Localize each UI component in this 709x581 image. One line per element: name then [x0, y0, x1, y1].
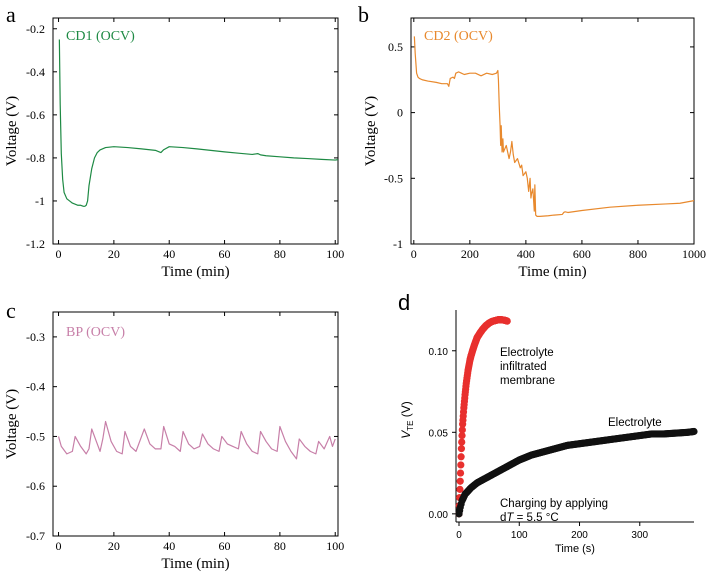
panel-a: a 0 20 40 60 80 100 -0.2 -0.4 -0.6 -0.8 -1 -1.2 Time … — [4, 2, 344, 280]
x-tick-label: 20 — [108, 247, 120, 261]
x-tick-label: 300 — [631, 530, 648, 541]
y-tick-label: -1 — [393, 237, 403, 251]
y-tick-label: -0.6 — [26, 479, 45, 493]
series-membrane — [455, 316, 511, 518]
panel-b: b 0 200 400 600 800 1000 0.5 0 -0.5 -1 Time (min) Vo… — [358, 2, 706, 280]
y-tick-label: -0.4 — [26, 65, 45, 79]
y-axis-label-main: V — [399, 430, 413, 439]
data-line — [413, 36, 695, 218]
data-line — [57, 420, 336, 460]
x-tick-label: 60 — [219, 247, 231, 261]
panel-letter: c — [6, 298, 16, 323]
x-axis-label: Time (min) — [518, 264, 586, 280]
annotation-part: d — [500, 512, 506, 524]
x-tick-label: 40 — [163, 247, 175, 261]
y-tick-label: 0.05 — [429, 428, 449, 439]
y-tick-label: 0 — [397, 106, 403, 120]
y-axis-label: Voltage (V) — [4, 389, 20, 459]
data-point — [458, 426, 466, 434]
data-point — [456, 477, 464, 485]
data-line — [58, 39, 339, 207]
x-tick-label: 800 — [629, 247, 647, 261]
x-tick-label: 100 — [326, 539, 344, 553]
y-tick-label: -0.4 — [26, 380, 45, 394]
data-point — [690, 427, 698, 436]
x-tick-label: 600 — [573, 247, 591, 261]
panel-letter: a — [6, 2, 16, 27]
x-axis-label: Time (min) — [161, 556, 229, 572]
y-tick-label: 0.10 — [429, 347, 449, 358]
data-point — [457, 445, 466, 453]
y-tick-label: 0.00 — [429, 510, 449, 521]
y-tick-label: -0.6 — [26, 108, 45, 122]
y-axis-label-unit: (V) — [399, 401, 413, 420]
data-point — [457, 453, 465, 461]
x-tick-label: 40 — [163, 539, 175, 553]
data-point — [503, 317, 511, 325]
series-label: CD2 (OCV) — [424, 29, 493, 44]
y-axis-label: Voltage (V) — [363, 96, 379, 166]
data-point — [457, 461, 465, 469]
series-label: CD1 (OCV) — [66, 29, 135, 44]
plot-frame — [52, 311, 339, 537]
x-tick-label: 0 — [411, 247, 417, 261]
y-tick-label: -0.5 — [26, 429, 45, 443]
x-tick-label: 0 — [56, 247, 62, 261]
y-axis-label: VTE (V) — [399, 401, 415, 439]
y-tick-label: 0.5 — [388, 40, 403, 54]
data-point — [456, 485, 464, 493]
panel-d: d 0 100 200 300 0.00 0.05 0.10 Time (s) VTE (V) El… — [398, 290, 698, 555]
x-tick-label: 80 — [274, 247, 286, 261]
y-tick-label: -1.2 — [26, 237, 45, 251]
panel-letter: d — [398, 290, 410, 315]
plot-frame — [52, 17, 339, 245]
series-electrolyte — [455, 427, 698, 518]
y-tick-label: -0.7 — [26, 529, 45, 543]
x-tick-label: 20 — [108, 539, 120, 553]
y-tick-label: -0.8 — [26, 151, 45, 165]
y-axis-label: Voltage (V) — [4, 96, 20, 166]
plot-frame — [410, 17, 695, 245]
annotation-part: = 5.5 °C — [513, 512, 558, 524]
x-tick-label: 200 — [571, 530, 588, 541]
annotation-charging-line: Charging by applying — [500, 498, 608, 510]
panel-letter: b — [358, 2, 369, 27]
x-axis-label: Time (min) — [161, 264, 229, 280]
data-point — [458, 431, 466, 440]
annotation-membrane-line: Electrolyte — [500, 347, 554, 359]
x-tick-label: 0 — [56, 539, 62, 553]
y-tick-label: -0.3 — [26, 330, 45, 344]
y-tick-label: -1 — [35, 194, 45, 208]
annotation-charging-line: dT = 5.5 °C — [500, 512, 559, 524]
annotation-membrane-line: infiltrated — [500, 361, 547, 373]
data-point — [458, 438, 466, 446]
x-tick-label: 100 — [326, 247, 344, 261]
annotation-membrane-line: membrane — [500, 375, 555, 387]
series-label: BP (OCV) — [66, 325, 125, 340]
x-tick-label: 0 — [456, 530, 462, 541]
panel-c: c 0 20 40 60 80 100 -0.3 -0.4 -0.5 -0.6 -0.7 Time (m… — [4, 298, 344, 572]
x-tick-label: 80 — [274, 539, 286, 553]
x-axis-label: Time (s) — [555, 543, 595, 555]
y-tick-label: -0.2 — [26, 22, 45, 36]
data-point — [456, 469, 465, 477]
y-tick-label: -0.5 — [384, 171, 403, 185]
x-tick-label: 60 — [219, 539, 231, 553]
annotation-electrolyte: Electrolyte — [608, 417, 662, 429]
y-axis-label-sub: TE — [406, 421, 415, 431]
x-tick-label: 1000 — [682, 247, 706, 261]
x-tick-label: 100 — [511, 530, 528, 541]
x-tick-label: 400 — [517, 247, 535, 261]
x-tick-label: 200 — [461, 247, 479, 261]
annotation-part: T — [506, 512, 514, 524]
